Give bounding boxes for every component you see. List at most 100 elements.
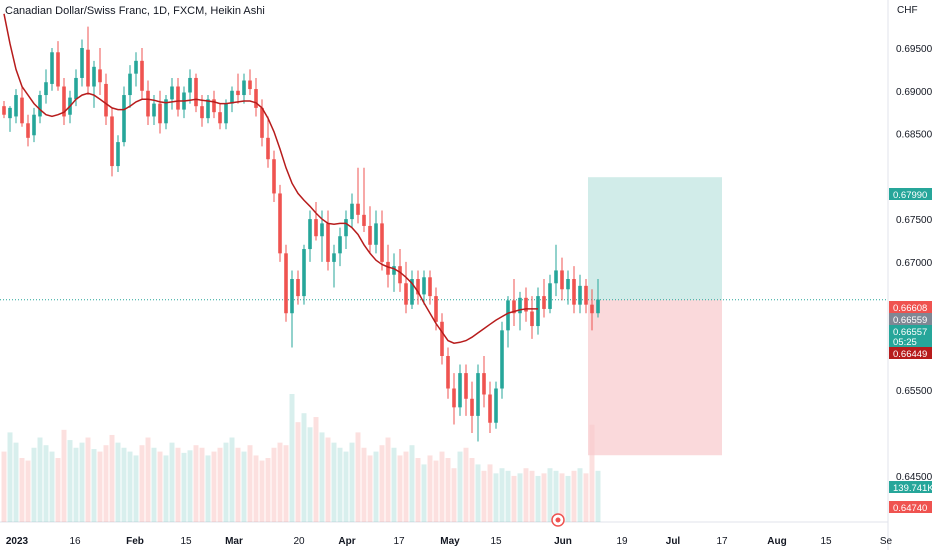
candle[interactable]: [122, 86, 126, 147]
candle[interactable]: [92, 60, 96, 108]
candle[interactable]: [50, 48, 54, 91]
candle[interactable]: [242, 73, 246, 104]
candle[interactable]: [344, 210, 348, 250]
candle[interactable]: [290, 270, 294, 348]
candle[interactable]: [530, 296, 534, 339]
candle[interactable]: [128, 65, 132, 108]
candle[interactable]: [422, 270, 426, 305]
candle[interactable]: [134, 52, 138, 87]
candle[interactable]: [494, 381, 498, 429]
candle[interactable]: [536, 287, 540, 335]
candle[interactable]: [170, 77, 174, 110]
candle[interactable]: [470, 381, 474, 433]
candle[interactable]: [182, 86, 186, 119]
candle[interactable]: [44, 69, 48, 104]
candle[interactable]: [86, 26, 90, 96]
candle[interactable]: [116, 135, 120, 173]
candle[interactable]: [374, 210, 378, 254]
candle[interactable]: [230, 86, 234, 113]
candle[interactable]: [8, 106, 12, 132]
candle[interactable]: [218, 103, 222, 130]
candle[interactable]: [572, 266, 576, 314]
candle[interactable]: [26, 114, 30, 147]
candle[interactable]: [266, 116, 270, 168]
candle[interactable]: [464, 364, 468, 416]
candle[interactable]: [140, 48, 144, 100]
candle[interactable]: [284, 244, 288, 322]
candle[interactable]: [446, 347, 450, 399]
candle[interactable]: [392, 253, 396, 292]
candle[interactable]: [404, 261, 408, 314]
candle[interactable]: [98, 48, 102, 96]
candle[interactable]: [350, 193, 354, 228]
candle[interactable]: [176, 77, 180, 117]
candle[interactable]: [104, 73, 108, 125]
event-marker-icon[interactable]: [551, 513, 565, 527]
candle-body: [512, 300, 516, 314]
candle[interactable]: [590, 289, 594, 331]
candle[interactable]: [236, 73, 240, 104]
candle[interactable]: [14, 89, 18, 124]
candle[interactable]: [146, 80, 150, 125]
candle[interactable]: [524, 287, 528, 322]
candle[interactable]: [452, 373, 456, 425]
candle[interactable]: [38, 90, 42, 124]
candle[interactable]: [254, 77, 258, 117]
candle[interactable]: [578, 274, 582, 314]
candle[interactable]: [440, 313, 444, 365]
candle[interactable]: [212, 90, 216, 119]
candle[interactable]: [308, 210, 312, 262]
candle[interactable]: [20, 86, 24, 127]
candle[interactable]: [326, 210, 330, 271]
candle[interactable]: [338, 227, 342, 267]
candle[interactable]: [314, 202, 318, 241]
candle[interactable]: [386, 244, 390, 288]
candle[interactable]: [56, 41, 60, 91]
stop-zone[interactable]: [588, 299, 722, 456]
candle[interactable]: [356, 167, 360, 224]
candle[interactable]: [458, 364, 462, 416]
candle[interactable]: [32, 107, 36, 143]
candle[interactable]: [62, 77, 66, 125]
candle[interactable]: [302, 244, 306, 305]
candle[interactable]: [398, 249, 402, 292]
candle[interactable]: [296, 270, 300, 305]
candle[interactable]: [368, 206, 372, 254]
candle[interactable]: [584, 279, 588, 314]
candle[interactable]: [110, 107, 114, 177]
candle[interactable]: [476, 364, 480, 442]
candle[interactable]: [500, 321, 504, 399]
candle[interactable]: [278, 184, 282, 262]
candle[interactable]: [428, 270, 432, 305]
candle[interactable]: [206, 95, 210, 124]
candle[interactable]: [248, 69, 252, 96]
candle[interactable]: [164, 95, 168, 130]
candle[interactable]: [380, 210, 384, 271]
candle[interactable]: [194, 73, 198, 113]
candle[interactable]: [158, 90, 162, 134]
candle[interactable]: [488, 381, 492, 433]
price-label-text: 0.66559: [893, 315, 927, 326]
candle[interactable]: [482, 356, 486, 408]
candle[interactable]: [362, 167, 366, 232]
candle[interactable]: [566, 270, 570, 305]
candle[interactable]: [410, 270, 414, 309]
candle[interactable]: [596, 279, 600, 318]
candle[interactable]: [188, 69, 192, 104]
candle[interactable]: [560, 257, 564, 301]
candle[interactable]: [518, 291, 522, 331]
candle[interactable]: [554, 244, 558, 297]
target-zone[interactable]: [588, 177, 722, 300]
currency-label: CHF: [897, 5, 918, 16]
candle[interactable]: [416, 270, 420, 305]
candle[interactable]: [542, 279, 546, 318]
candle[interactable]: [272, 150, 276, 202]
candle[interactable]: [2, 101, 6, 119]
candle[interactable]: [512, 279, 516, 327]
candle[interactable]: [506, 296, 510, 348]
candle[interactable]: [80, 39, 84, 87]
candle[interactable]: [332, 244, 336, 288]
candle[interactable]: [548, 274, 552, 314]
